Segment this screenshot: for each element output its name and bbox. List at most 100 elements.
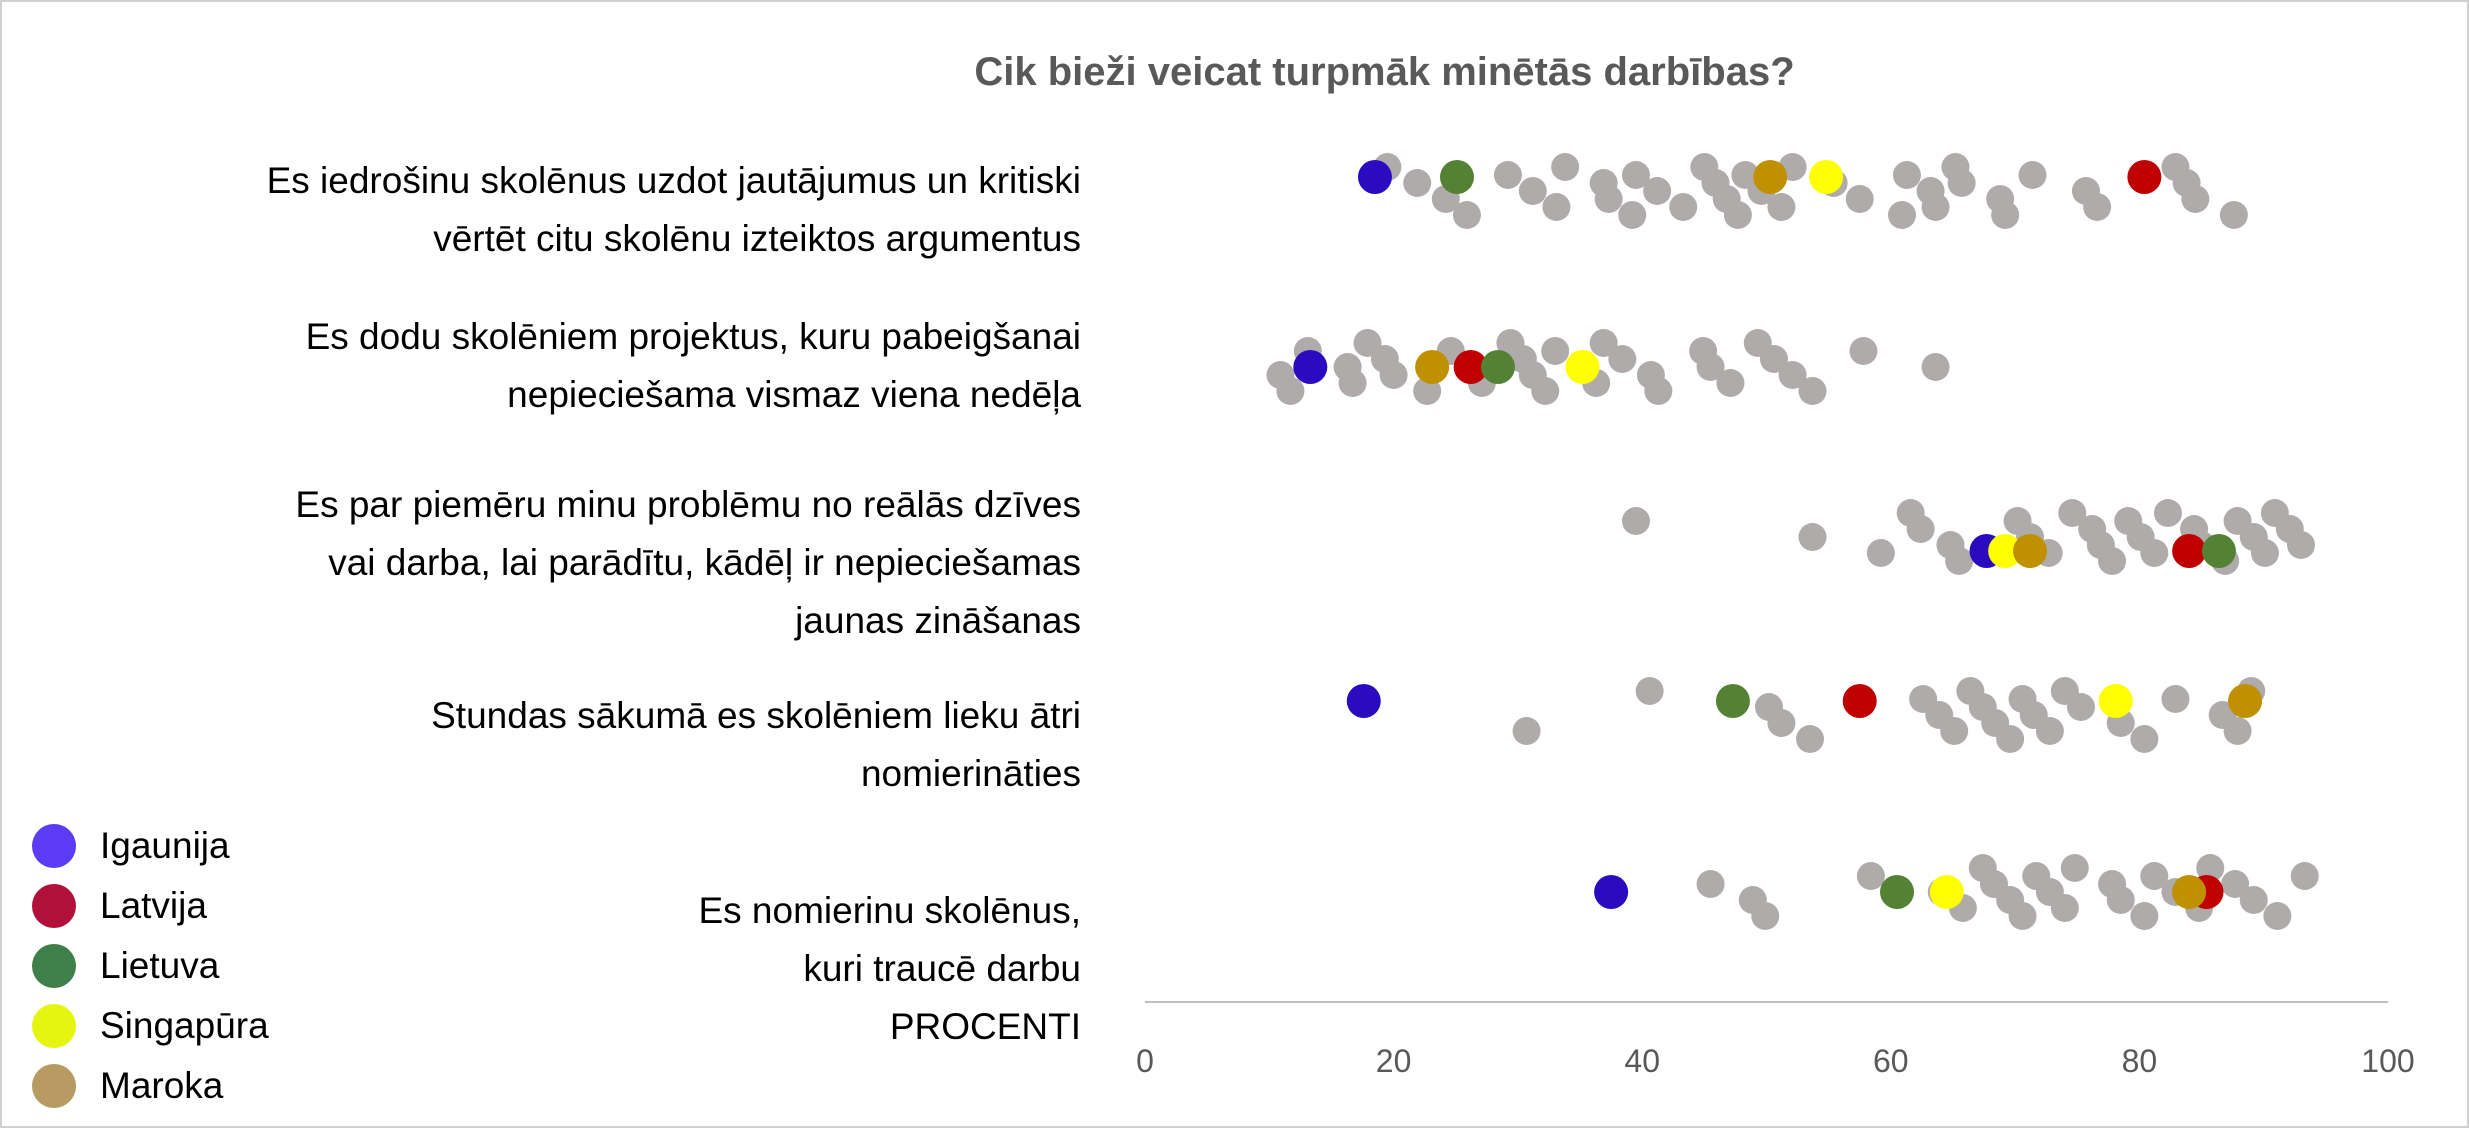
data-point-other bbox=[1798, 377, 1827, 405]
data-point-other bbox=[1696, 353, 1725, 381]
data-point-other bbox=[1892, 161, 1921, 189]
category-label-line: nepieciešama vismaz viena nedēļa bbox=[507, 374, 1081, 415]
legend-label: Igaunija bbox=[100, 825, 230, 866]
data-point-other bbox=[1796, 725, 1825, 753]
legend-item: Maroka bbox=[32, 1056, 223, 1116]
data-point-other bbox=[1940, 717, 1969, 745]
data-point-latvija bbox=[2127, 160, 2162, 194]
category-label-line: vai darba, lai parādītu, kādēļ ir nepiec… bbox=[328, 542, 1081, 583]
data-point-lietuva bbox=[1481, 350, 1516, 384]
x-axis-title: PROCENTI bbox=[889, 1006, 1081, 1047]
data-point-other bbox=[1338, 369, 1367, 397]
data-point-other bbox=[2196, 854, 2225, 882]
category-label: Es dodu skolēniem projektus, kuru pabeig… bbox=[306, 308, 1081, 424]
legend-label: Latvija bbox=[100, 885, 207, 926]
category-label: Es iedrošinu skolēnus uzdot jautājumus u… bbox=[267, 152, 1081, 268]
category-label: Es par piemēru minu problēmu no reālās d… bbox=[295, 476, 1081, 650]
data-point-other bbox=[1493, 161, 1522, 189]
x-tick-label: 100 bbox=[2361, 1043, 2414, 1079]
x-tick-label: 40 bbox=[1624, 1043, 1660, 1079]
data-point-other bbox=[1379, 361, 1408, 389]
data-point-other bbox=[2250, 539, 2279, 567]
data-point-other bbox=[1906, 515, 1935, 543]
data-point-other bbox=[2239, 886, 2268, 914]
data-point-other bbox=[2161, 685, 2190, 713]
data-point-other bbox=[1716, 369, 1745, 397]
data-point-maroka bbox=[1753, 160, 1788, 194]
data-point-other bbox=[1921, 193, 1950, 221]
data-point-other bbox=[1945, 547, 1974, 575]
data-point-other bbox=[1594, 185, 1623, 213]
legend-item: Lietuva bbox=[32, 936, 219, 996]
data-point-other bbox=[1723, 201, 1752, 229]
data-point-maroka bbox=[2172, 875, 2207, 909]
data-point-other bbox=[2130, 725, 2159, 753]
data-point-other bbox=[2153, 499, 2182, 527]
data-point-other bbox=[1798, 523, 1827, 551]
data-point-other bbox=[1518, 177, 1547, 205]
data-point-other bbox=[1643, 177, 1672, 205]
data-point-other bbox=[1644, 377, 1673, 405]
data-point-other bbox=[2223, 717, 2252, 745]
data-point-other bbox=[2221, 870, 2250, 898]
data-point-other bbox=[2219, 201, 2248, 229]
data-point-lietuva bbox=[2201, 534, 2236, 568]
data-point-other bbox=[1866, 539, 1895, 567]
data-point-other bbox=[2018, 161, 2047, 189]
data-point-other bbox=[2130, 902, 2159, 930]
data-point-other bbox=[1635, 677, 1664, 705]
data-point-singapūra bbox=[1809, 160, 1844, 194]
category-label-line: Es dodu skolēniem projektus, kuru pabeig… bbox=[305, 316, 1081, 357]
data-point-other bbox=[1589, 329, 1618, 357]
category-label-line: Es nomierinu skolēnus, bbox=[698, 890, 1081, 931]
legend-marker-icon bbox=[32, 944, 76, 988]
legend-marker-icon bbox=[32, 1064, 76, 1108]
data-point-igaunija bbox=[1357, 160, 1392, 194]
data-point-other bbox=[1921, 353, 1950, 381]
data-point-other bbox=[2050, 894, 2079, 922]
data-point-other bbox=[2083, 193, 2112, 221]
category-label-line: jaunas zināšanas bbox=[795, 600, 1081, 641]
data-point-maroka bbox=[2013, 534, 2048, 568]
category-label: Es nomierinu skolēnus, kuri traucē darbu bbox=[698, 882, 1081, 998]
data-point-other bbox=[2098, 547, 2127, 575]
x-tick-label: 80 bbox=[2122, 1043, 2158, 1079]
data-point-other bbox=[2035, 717, 2064, 745]
data-point-other bbox=[1856, 862, 1885, 890]
data-point-other bbox=[2058, 499, 2087, 527]
data-point-other bbox=[1608, 345, 1637, 373]
category-label: Stundas sākumā es skolēniem lieku ātri no… bbox=[431, 687, 1081, 803]
data-point-maroka bbox=[1415, 350, 1450, 384]
data-point-singapūra bbox=[1929, 875, 1964, 909]
data-point-other bbox=[2140, 539, 2169, 567]
data-point-lietuva bbox=[1880, 875, 1915, 909]
category-label-line: Es iedrošinu skolēnus uzdot jautājumus u… bbox=[266, 160, 1081, 201]
data-point-other bbox=[1413, 377, 1442, 405]
category-label-line: kuri traucē darbu bbox=[803, 948, 1081, 989]
chart-title: Cik bieži veicat turpmāk minētās darbība… bbox=[974, 50, 1795, 94]
data-point-singapūra bbox=[2098, 684, 2133, 718]
x-tick-label: 20 bbox=[1376, 1043, 1412, 1079]
data-point-other bbox=[1403, 169, 1432, 197]
data-point-other bbox=[1751, 902, 1780, 930]
data-point-latvija bbox=[2172, 534, 2207, 568]
data-point-igaunija bbox=[1293, 350, 1328, 384]
data-point-other bbox=[1996, 725, 2025, 753]
data-point-other bbox=[1991, 201, 2020, 229]
legend-item: Singapūra bbox=[32, 996, 269, 1056]
data-point-singapūra bbox=[1988, 534, 2023, 568]
data-point-other bbox=[2106, 886, 2135, 914]
data-point-other bbox=[2181, 185, 2210, 213]
data-point-other bbox=[2060, 854, 2089, 882]
data-point-other bbox=[2066, 693, 2095, 721]
data-point-other bbox=[1621, 161, 1650, 189]
data-point-other bbox=[1531, 377, 1560, 405]
data-point-other bbox=[1542, 193, 1571, 221]
category-label-line: Es par piemēru minu problēmu no reālās d… bbox=[295, 484, 1081, 525]
data-point-other bbox=[1276, 377, 1305, 405]
data-point-other bbox=[1541, 337, 1570, 365]
legend-item: Igaunija bbox=[32, 816, 230, 876]
data-point-other bbox=[1767, 709, 1796, 737]
